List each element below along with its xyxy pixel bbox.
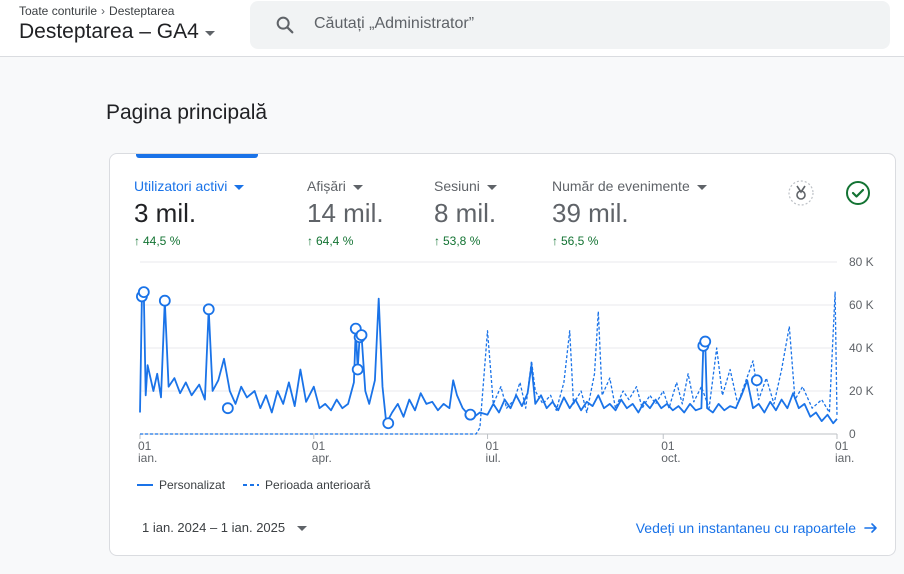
overview-card: Utilizatori activi 3 mil. ↑ 44,5 % Afișăr… (109, 153, 896, 556)
x-tick-label: 01 (138, 439, 152, 453)
x-tick-label: 01 (661, 439, 675, 453)
metric-value: 14 mil. (307, 198, 384, 228)
caret-down-icon (297, 526, 308, 531)
metric-views[interactable]: Afișări 14 mil. ↑ 64,4 % (307, 178, 384, 248)
metric-label: Afișări (307, 178, 346, 194)
arrow-up-icon: ↑ (434, 234, 440, 248)
anomaly-marker (202, 303, 215, 316)
metric-delta: 44,5 % (143, 234, 181, 248)
anomaly-marker (158, 294, 171, 307)
search-bar[interactable]: Căutați „Administrator” (250, 1, 890, 49)
metric-value: 3 mil. (134, 198, 197, 228)
y-tick-label: 0 (849, 427, 856, 441)
property-name: Desteptarea – GA4 (19, 20, 199, 43)
award-ribbon-icon[interactable] (788, 180, 814, 206)
metric-active-users[interactable]: Utilizatori activi 3 mil. ↑ 44,5 % (134, 178, 245, 248)
series-line-current (139, 291, 838, 425)
breadcrumb-account[interactable]: Desteptarea (109, 4, 175, 18)
metric-sessions[interactable]: Sesiuni 8 mil. ↑ 53,8 % (434, 178, 497, 248)
active-tab-indicator (136, 154, 258, 158)
anomaly-marker (137, 286, 150, 298)
anomaly-marker (382, 417, 395, 430)
arrow-up-icon: ↑ (134, 234, 140, 248)
metric-delta: 56,5 % (561, 234, 599, 248)
arrow-up-icon: ↑ (552, 234, 558, 248)
users-line-chart[interactable]: 020 K40 K60 K80 K01ian.01apr.01iul.01oct… (110, 254, 895, 469)
anomaly-marker (355, 329, 368, 341)
arrow-up-icon: ↑ (307, 234, 313, 248)
snapshot-link[interactable]: Vedeți un instantaneu cu rapoartele (636, 520, 878, 536)
y-tick-label: 40 K (849, 341, 874, 355)
chevron-right-icon: › (101, 4, 106, 18)
caret-down-icon (234, 184, 245, 190)
property-selector[interactable]: Desteptarea – GA4 (19, 20, 215, 44)
legend-label: Perioada anterioară (265, 478, 371, 492)
metric-label: Sesiuni (434, 178, 480, 194)
dashed-line-swatch (243, 484, 260, 486)
x-tick-label: 01 (835, 439, 849, 453)
caret-down-icon (696, 184, 707, 190)
x-tick-label: ian. (835, 451, 854, 465)
metric-label: Număr de evenimente (552, 178, 690, 194)
date-range-label: 1 ian. 2024 – 1 ian. 2025 (142, 520, 286, 535)
solid-line-swatch (137, 484, 153, 486)
metric-value: 8 mil. (434, 198, 497, 228)
x-tick-label: oct. (661, 451, 680, 465)
x-tick-label: iul. (486, 451, 501, 465)
legend-item-current: Personalizat (137, 478, 225, 492)
page-title: Pagina principală (106, 101, 268, 124)
legend-label: Personalizat (159, 478, 226, 492)
caret-down-icon (352, 184, 363, 190)
x-tick-label: ian. (138, 451, 157, 465)
top-bar: Toate conturile › Desteptarea Desteptare… (0, 0, 904, 57)
y-tick-label: 60 K (849, 298, 874, 312)
search-input[interactable]: Căutați „Administrator” (314, 15, 475, 32)
y-tick-label: 20 K (849, 384, 874, 398)
anomaly-marker (699, 335, 712, 348)
snapshot-link-label: Vedeți un instantaneu cu rapoartele (635, 520, 856, 536)
anomaly-marker (464, 408, 477, 421)
x-tick-label: 01 (312, 439, 326, 453)
legend-item-previous: Perioada anterioară (243, 478, 370, 492)
x-tick-label: apr. (312, 451, 332, 465)
search-icon (276, 16, 294, 34)
caret-down-icon (486, 184, 497, 190)
check-circle-icon[interactable] (845, 180, 871, 206)
metric-label: Utilizatori activi (134, 178, 228, 194)
breadcrumb-root[interactable]: Toate conturile (19, 4, 98, 18)
metric-event-count[interactable]: Număr de evenimente 39 mil. ↑ 56,5 % (552, 178, 707, 248)
y-tick-label: 80 K (849, 255, 874, 269)
anomaly-marker (351, 363, 364, 376)
breadcrumb: Toate conturile › Desteptarea (19, 4, 174, 18)
metric-value: 39 mil. (552, 198, 629, 228)
anomaly-marker (221, 402, 234, 415)
anomaly-marker (750, 374, 763, 387)
metric-delta: 53,8 % (443, 234, 481, 248)
date-range-picker[interactable]: 1 ian. 2024 – 1 ian. 2025 (142, 520, 308, 535)
x-tick-label: 01 (486, 439, 500, 453)
caret-down-icon (204, 30, 215, 36)
chart-legend: Personalizat Perioada anterioară (137, 478, 370, 492)
metric-delta: 64,4 % (316, 234, 354, 248)
arrow-right-icon (864, 523, 877, 533)
